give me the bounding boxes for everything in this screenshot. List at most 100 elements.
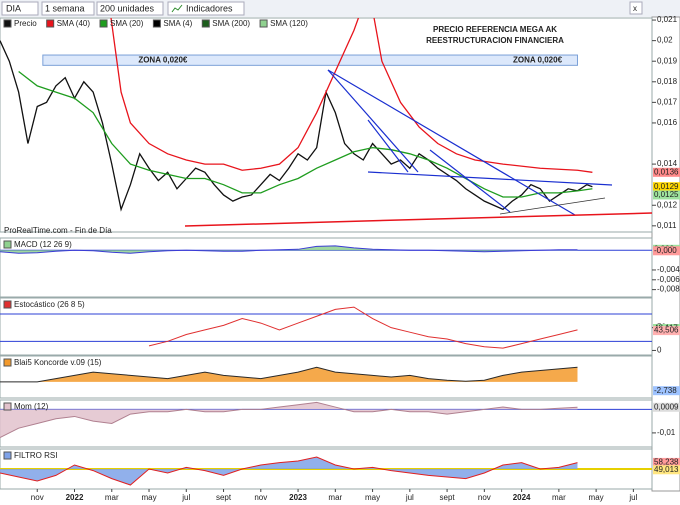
series-line	[0, 366, 578, 383]
annotation: PRECIO REFERENCIA MEGA AK	[433, 25, 557, 34]
value-box-label: 0,0125	[654, 190, 679, 199]
y-tick-label: 0	[657, 346, 662, 355]
legend-label: SMA (200)	[212, 19, 250, 28]
legend-label: SMA (40)	[57, 19, 91, 28]
units-box[interactable]	[96, 1, 164, 16]
indicator-icon	[3, 300, 12, 309]
x-tick-label: 2024	[513, 493, 531, 502]
value-box	[653, 182, 680, 192]
value-box-label: 0,0136	[654, 167, 679, 176]
trendline	[499, 197, 606, 215]
x-tick-label: nov	[254, 493, 267, 502]
symbol-box[interactable]	[1, 1, 39, 16]
series-line	[0, 401, 578, 439]
area	[0, 367, 578, 382]
x-tick-label: 2023	[289, 493, 307, 502]
indicator-title: Blai5 Koncorde v.09 (15)	[14, 358, 102, 367]
x-tick-label: may	[589, 493, 604, 502]
legend-swatch	[3, 19, 12, 28]
footer: ProRealTime.com - Fin de Día	[4, 226, 112, 235]
y-tick-label: 0,014	[657, 159, 678, 168]
legend-label: SMA (4)	[163, 19, 192, 28]
value-box	[653, 167, 680, 177]
period[interactable]: 1 semana	[45, 3, 85, 13]
value-box	[653, 326, 680, 336]
x-tick-label: 2022	[66, 493, 84, 502]
trendline	[367, 171, 613, 186]
indicator-icon	[3, 402, 12, 411]
plot	[0, 245, 652, 254]
trendline	[429, 149, 511, 213]
plot	[0, 306, 652, 349]
value-box	[653, 190, 680, 200]
support-line	[184, 212, 653, 227]
indicators-box[interactable]	[167, 1, 245, 16]
indicator-title: Mom (12)	[14, 402, 49, 411]
value-box	[653, 465, 680, 475]
series-line	[110, 18, 593, 173]
zone-label: ZONA 0,020€	[138, 55, 188, 64]
y-tick-label: -0,006	[657, 275, 680, 284]
period-box[interactable]	[41, 1, 95, 16]
x-tick-label: mar	[105, 493, 119, 502]
plot	[0, 18, 593, 212]
x-tick-label: jul	[628, 493, 637, 502]
value-box-label: -0,000	[654, 246, 677, 255]
indicators[interactable]: Indicadores	[186, 3, 233, 13]
series-line	[18, 70, 593, 198]
indicator-title: Estocástico (26 8 5)	[14, 300, 85, 309]
legend-swatch	[201, 19, 210, 28]
y-tick-label: 0,021	[657, 15, 678, 24]
indicator-title: FILTRO RSI	[14, 451, 57, 460]
indicator-title: MACD (12 26 9)	[14, 240, 72, 249]
zone-label: ZONA 0,020€	[513, 55, 563, 64]
close-btn[interactable]	[629, 1, 643, 15]
value-box-label: 0,0009	[654, 402, 679, 411]
series-line	[0, 456, 578, 486]
panel	[0, 17, 653, 233]
legend-label: SMA (20)	[110, 19, 144, 28]
indicators-icon	[171, 4, 183, 13]
panel	[0, 297, 653, 356]
plot	[0, 366, 578, 383]
x-tick-label: may	[141, 493, 156, 502]
area	[0, 457, 578, 485]
indicator-icon	[3, 451, 12, 460]
legend-swatch	[99, 19, 108, 28]
plot	[0, 456, 652, 486]
close-icon[interactable]: x	[633, 4, 637, 13]
x-tick-label: nov	[31, 493, 44, 502]
indicator-icon	[3, 358, 12, 367]
x-tick-label: jul	[181, 493, 190, 502]
y-tick-label: -0,008	[657, 285, 680, 294]
legend-swatch	[46, 19, 55, 28]
series-line	[0, 245, 578, 254]
legend-label: Precio	[14, 19, 37, 28]
y-tick-label: 0,018	[657, 77, 678, 86]
series-line	[148, 306, 578, 349]
x-tick-label: mar	[328, 493, 342, 502]
legend-label: SMA (120)	[270, 19, 308, 28]
trendline	[367, 119, 409, 173]
value-box	[653, 386, 680, 396]
trendline	[327, 69, 576, 216]
y-tick-label: 0,017	[657, 97, 678, 106]
x-tick-label: sept	[216, 493, 232, 502]
value-box-label: 43,506	[654, 326, 679, 335]
annotation: REESTRUCTURACION FINANCIERA	[426, 36, 564, 45]
y-tick-label: 0,016	[657, 118, 678, 127]
trendlines	[184, 69, 653, 227]
legend-swatch	[259, 19, 268, 28]
series-line	[0, 40, 593, 212]
y-tick-label: -0,004	[657, 265, 680, 274]
y-tick-label: 0,012	[657, 200, 678, 209]
indicator-icon	[3, 240, 12, 249]
symbol[interactable]: DIA	[6, 3, 21, 13]
value-box	[653, 457, 680, 467]
area	[0, 402, 578, 438]
plot	[0, 401, 652, 439]
units[interactable]: 200 unidades	[100, 3, 155, 13]
value-box-label: 58,238	[654, 458, 679, 467]
x-tick-label: may	[365, 493, 380, 502]
